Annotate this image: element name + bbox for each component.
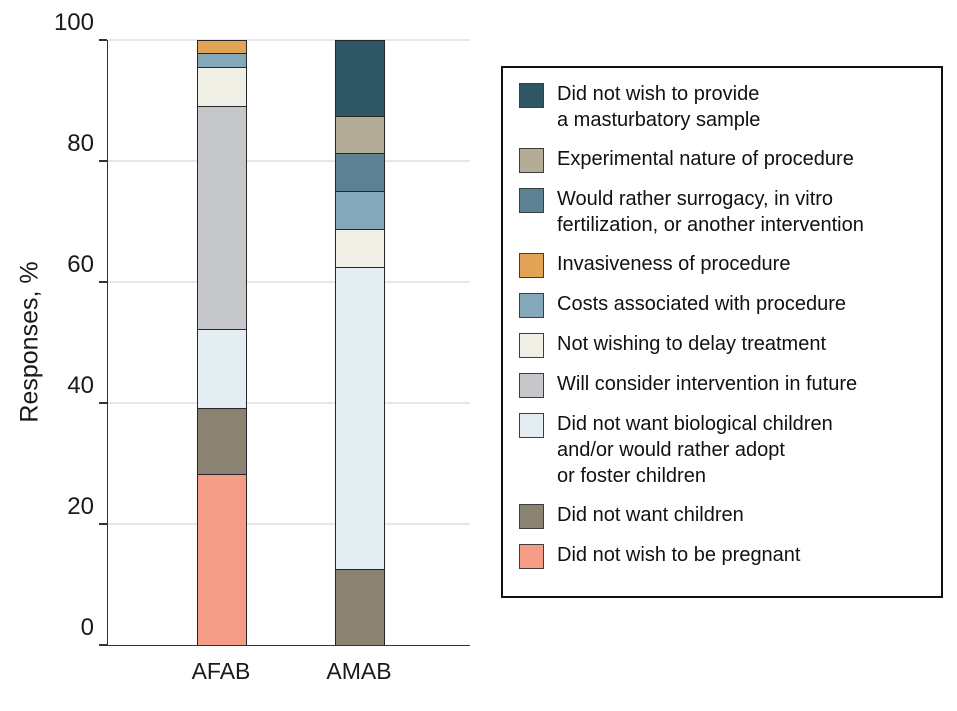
legend-swatch [519, 188, 544, 213]
gridline [108, 402, 470, 404]
bar-segment [336, 115, 384, 154]
legend-label: Invasiveness of procedure [557, 253, 791, 275]
legend-swatch [519, 293, 544, 318]
legend-item: Did not want children [519, 504, 931, 529]
legend-swatch [519, 148, 544, 173]
y-tick-mark [98, 160, 107, 162]
legend-swatch [519, 333, 544, 358]
bar-segment [198, 53, 246, 67]
y-tick-label: 0 [80, 613, 94, 641]
y-tick-mark [98, 39, 107, 41]
y-tick-label: 20 [67, 492, 94, 520]
legend-label: Not wishing to delay treatment [557, 333, 827, 355]
gridline [108, 523, 470, 525]
y-tick-mark [98, 402, 107, 404]
y-tick-label: 60 [67, 250, 94, 278]
legend: Did not wish to provide a masturbatory s… [501, 66, 943, 598]
y-axis-title: Responses, % [15, 261, 44, 423]
x-category-label: AFAB [191, 658, 251, 684]
legend-label: Did not want children [557, 504, 744, 526]
bar-segment [198, 66, 246, 106]
bar-segment [336, 266, 384, 570]
bar-segment [198, 329, 246, 409]
x-category-label: AMAB [326, 658, 392, 684]
y-tick-label: 80 [67, 129, 94, 157]
gridline [108, 39, 470, 41]
bar-segment [336, 40, 384, 116]
legend-item: Did not wish to be pregnant [519, 544, 931, 569]
legend-label: Experimental nature of procedure [557, 148, 854, 170]
legend-swatch [519, 253, 544, 278]
gridline [108, 160, 470, 162]
legend-label: Did not wish to be pregnant [557, 544, 801, 566]
legend-item: Not wishing to delay treatment [519, 333, 931, 358]
bar-segment [336, 569, 384, 645]
bar-segment [336, 191, 384, 230]
legend-swatch [519, 413, 544, 438]
gridline [108, 281, 470, 283]
legend-swatch [519, 544, 544, 569]
legend-item: Experimental nature of procedure [519, 148, 931, 173]
legend-item: Did not wish to provide a masturbatory s… [519, 83, 931, 133]
bar-segment [198, 408, 246, 474]
bar-segment [198, 105, 246, 330]
y-tick-label: 100 [53, 8, 94, 36]
legend-swatch [519, 83, 544, 108]
bar-segment [336, 229, 384, 267]
legend-label: Will consider intervention in future [557, 373, 858, 395]
legend-item: Will consider intervention in future [519, 373, 931, 398]
legend-label: Would rather surrogacy, in vitro fertili… [557, 188, 864, 236]
bar-amab [335, 40, 385, 645]
legend-swatch [519, 504, 544, 529]
y-tick-mark [98, 523, 107, 525]
y-tick-mark [98, 281, 107, 283]
bar-afab [197, 40, 247, 645]
plot-area: 0 20 40 60 80 100 [54, 9, 470, 646]
bar-segment [198, 40, 246, 54]
legend-item: Invasiveness of procedure [519, 253, 931, 278]
legend-swatch [519, 373, 544, 398]
legend-label: Did not wish to provide a masturbatory s… [557, 83, 761, 131]
bar-segment [198, 473, 246, 645]
bar-segment [336, 153, 384, 192]
legend-label: Costs associated with procedure [557, 293, 847, 315]
y-tick-mark [98, 644, 107, 646]
legend-item: Did not want biological children and/or … [519, 413, 931, 489]
legend-item: Costs associated with procedure [519, 293, 931, 318]
legend-label: Did not want biological children and/or … [557, 413, 833, 487]
y-tick-label: 40 [67, 371, 94, 399]
legend-item: Would rather surrogacy, in vitro fertili… [519, 188, 931, 238]
